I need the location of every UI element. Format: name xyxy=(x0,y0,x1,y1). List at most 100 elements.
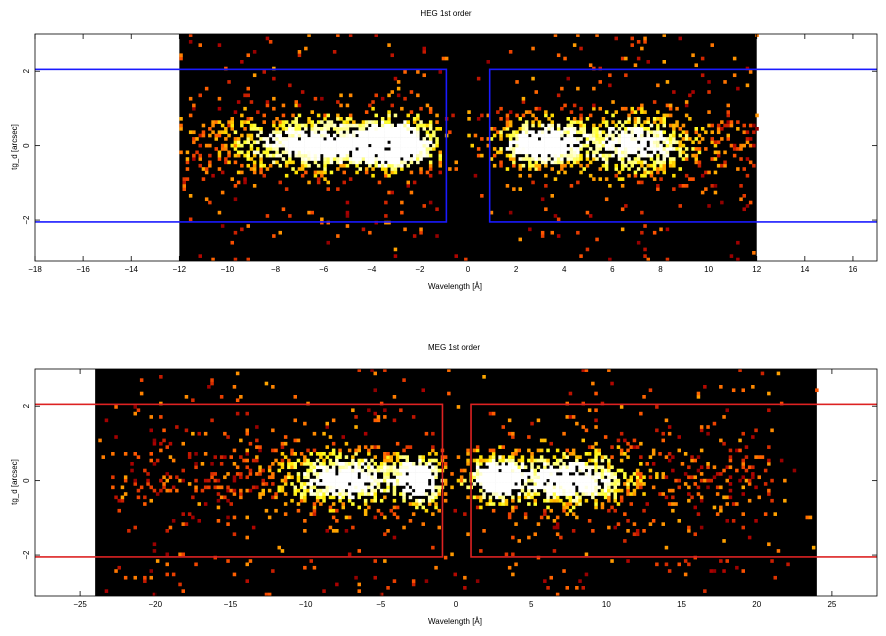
heg-event-pixel xyxy=(316,120,321,124)
meg-event-pixel xyxy=(335,485,339,490)
heg-event-pixel xyxy=(390,150,394,155)
heg-event-pixel xyxy=(236,180,241,185)
heg-event-pixel xyxy=(371,100,375,104)
heg-event-pixel xyxy=(649,137,654,141)
heg-event-pixel xyxy=(624,106,628,111)
meg-event-pixel xyxy=(373,515,377,520)
meg-event-pixel xyxy=(399,475,403,480)
meg-xlabel: Wavelength [Å] xyxy=(428,617,482,626)
meg-event-pixel xyxy=(424,579,429,583)
heg-event-pixel xyxy=(387,133,391,138)
meg-event-pixel xyxy=(741,512,745,516)
heg-event-pixel xyxy=(342,150,346,155)
meg-event-pixel xyxy=(575,455,579,459)
heg-event-pixel xyxy=(278,230,282,235)
meg-event-pixel xyxy=(607,525,611,530)
heg-event-pixel xyxy=(233,160,238,165)
heg-event-pixel xyxy=(662,140,666,145)
meg-event-pixel xyxy=(607,482,611,486)
meg-event-pixel xyxy=(475,495,480,500)
heg-event-pixel xyxy=(332,140,337,145)
meg-event-pixel xyxy=(472,482,477,486)
meg-event-pixel xyxy=(415,492,419,496)
meg-event-pixel xyxy=(267,515,272,520)
heg-event-pixel xyxy=(547,150,551,155)
meg-event-pixel xyxy=(418,465,422,470)
heg-event-pixel xyxy=(326,120,330,124)
meg-event-pixel xyxy=(626,488,630,493)
meg-event-pixel xyxy=(683,452,688,456)
meg-event-pixel xyxy=(136,408,141,413)
meg-event-pixel xyxy=(632,488,637,493)
meg-event-pixel xyxy=(491,492,496,496)
meg-event-pixel xyxy=(712,465,717,470)
heg-event-pixel xyxy=(515,143,519,148)
meg-event-pixel xyxy=(767,462,771,466)
meg-event-pixel xyxy=(581,478,585,483)
heg-event-pixel xyxy=(348,137,353,141)
heg-event-pixel xyxy=(438,150,442,155)
meg-event-pixel xyxy=(143,575,147,580)
heg-event-pixel xyxy=(675,106,679,111)
meg-event-pixel xyxy=(578,475,582,480)
meg-event-pixel xyxy=(383,495,387,500)
heg-event-pixel xyxy=(624,204,628,208)
meg-event-pixel xyxy=(488,502,493,506)
heg-event-pixel xyxy=(643,224,647,228)
heg-event-pixel xyxy=(262,120,266,124)
meg-event-pixel xyxy=(232,385,237,389)
meg-event-pixel xyxy=(552,472,557,476)
heg-event-pixel xyxy=(505,120,510,124)
heg-event-pixel xyxy=(544,160,548,165)
meg-event-pixel xyxy=(226,488,230,493)
meg-event-pixel xyxy=(331,441,336,446)
meg-event-pixel xyxy=(312,431,317,436)
heg-event-pixel xyxy=(320,96,324,101)
heg-event-pixel xyxy=(304,123,308,128)
meg-event-pixel xyxy=(642,475,646,480)
meg-event-pixel xyxy=(427,485,432,490)
meg-event-pixel xyxy=(552,488,557,493)
meg-event-pixel xyxy=(552,519,557,523)
heg-event-pixel xyxy=(256,110,260,114)
meg-event-pixel xyxy=(431,445,435,449)
heg-event-pixel xyxy=(179,123,183,128)
heg-event-pixel xyxy=(572,130,577,135)
heg-event-pixel xyxy=(518,143,522,148)
meg-event-pixel xyxy=(495,475,499,480)
meg-event-pixel xyxy=(392,505,397,510)
meg-event-pixel xyxy=(296,502,301,506)
meg-event-pixel xyxy=(677,435,681,439)
meg-event-pixel xyxy=(533,472,537,476)
meg-event-pixel xyxy=(235,411,240,416)
heg-event-pixel xyxy=(656,110,660,114)
meg-event-pixel xyxy=(338,475,342,480)
heg-event-pixel xyxy=(358,137,362,141)
heg-event-pixel xyxy=(579,130,583,135)
heg-event-pixel xyxy=(387,160,391,165)
heg-event-pixel xyxy=(512,153,516,158)
heg-event-pixel xyxy=(300,153,305,158)
meg-event-pixel xyxy=(575,421,579,426)
heg-event-pixel xyxy=(604,110,609,114)
heg-event-pixel xyxy=(390,123,394,128)
meg-event-pixel xyxy=(530,485,534,490)
heg-event-pixel xyxy=(201,177,206,181)
meg-event-pixel xyxy=(597,485,601,490)
heg-event-pixel xyxy=(220,143,225,148)
meg-event-pixel xyxy=(591,488,595,493)
meg-event-pixel xyxy=(383,369,387,372)
meg-event-pixel xyxy=(203,478,208,483)
meg-event-pixel xyxy=(152,488,157,493)
heg-event-pixel xyxy=(304,150,308,155)
heg-event-pixel xyxy=(240,120,244,124)
meg-event-pixel xyxy=(344,472,349,476)
heg-event-pixel xyxy=(224,127,228,131)
meg-event-pixel xyxy=(485,458,489,463)
meg-event-pixel xyxy=(251,525,256,530)
heg-event-pixel xyxy=(416,117,420,121)
meg-event-pixel xyxy=(555,458,560,463)
meg-event-pixel xyxy=(392,472,397,476)
heg-event-pixel xyxy=(630,150,634,155)
heg-event-pixel xyxy=(332,150,337,155)
